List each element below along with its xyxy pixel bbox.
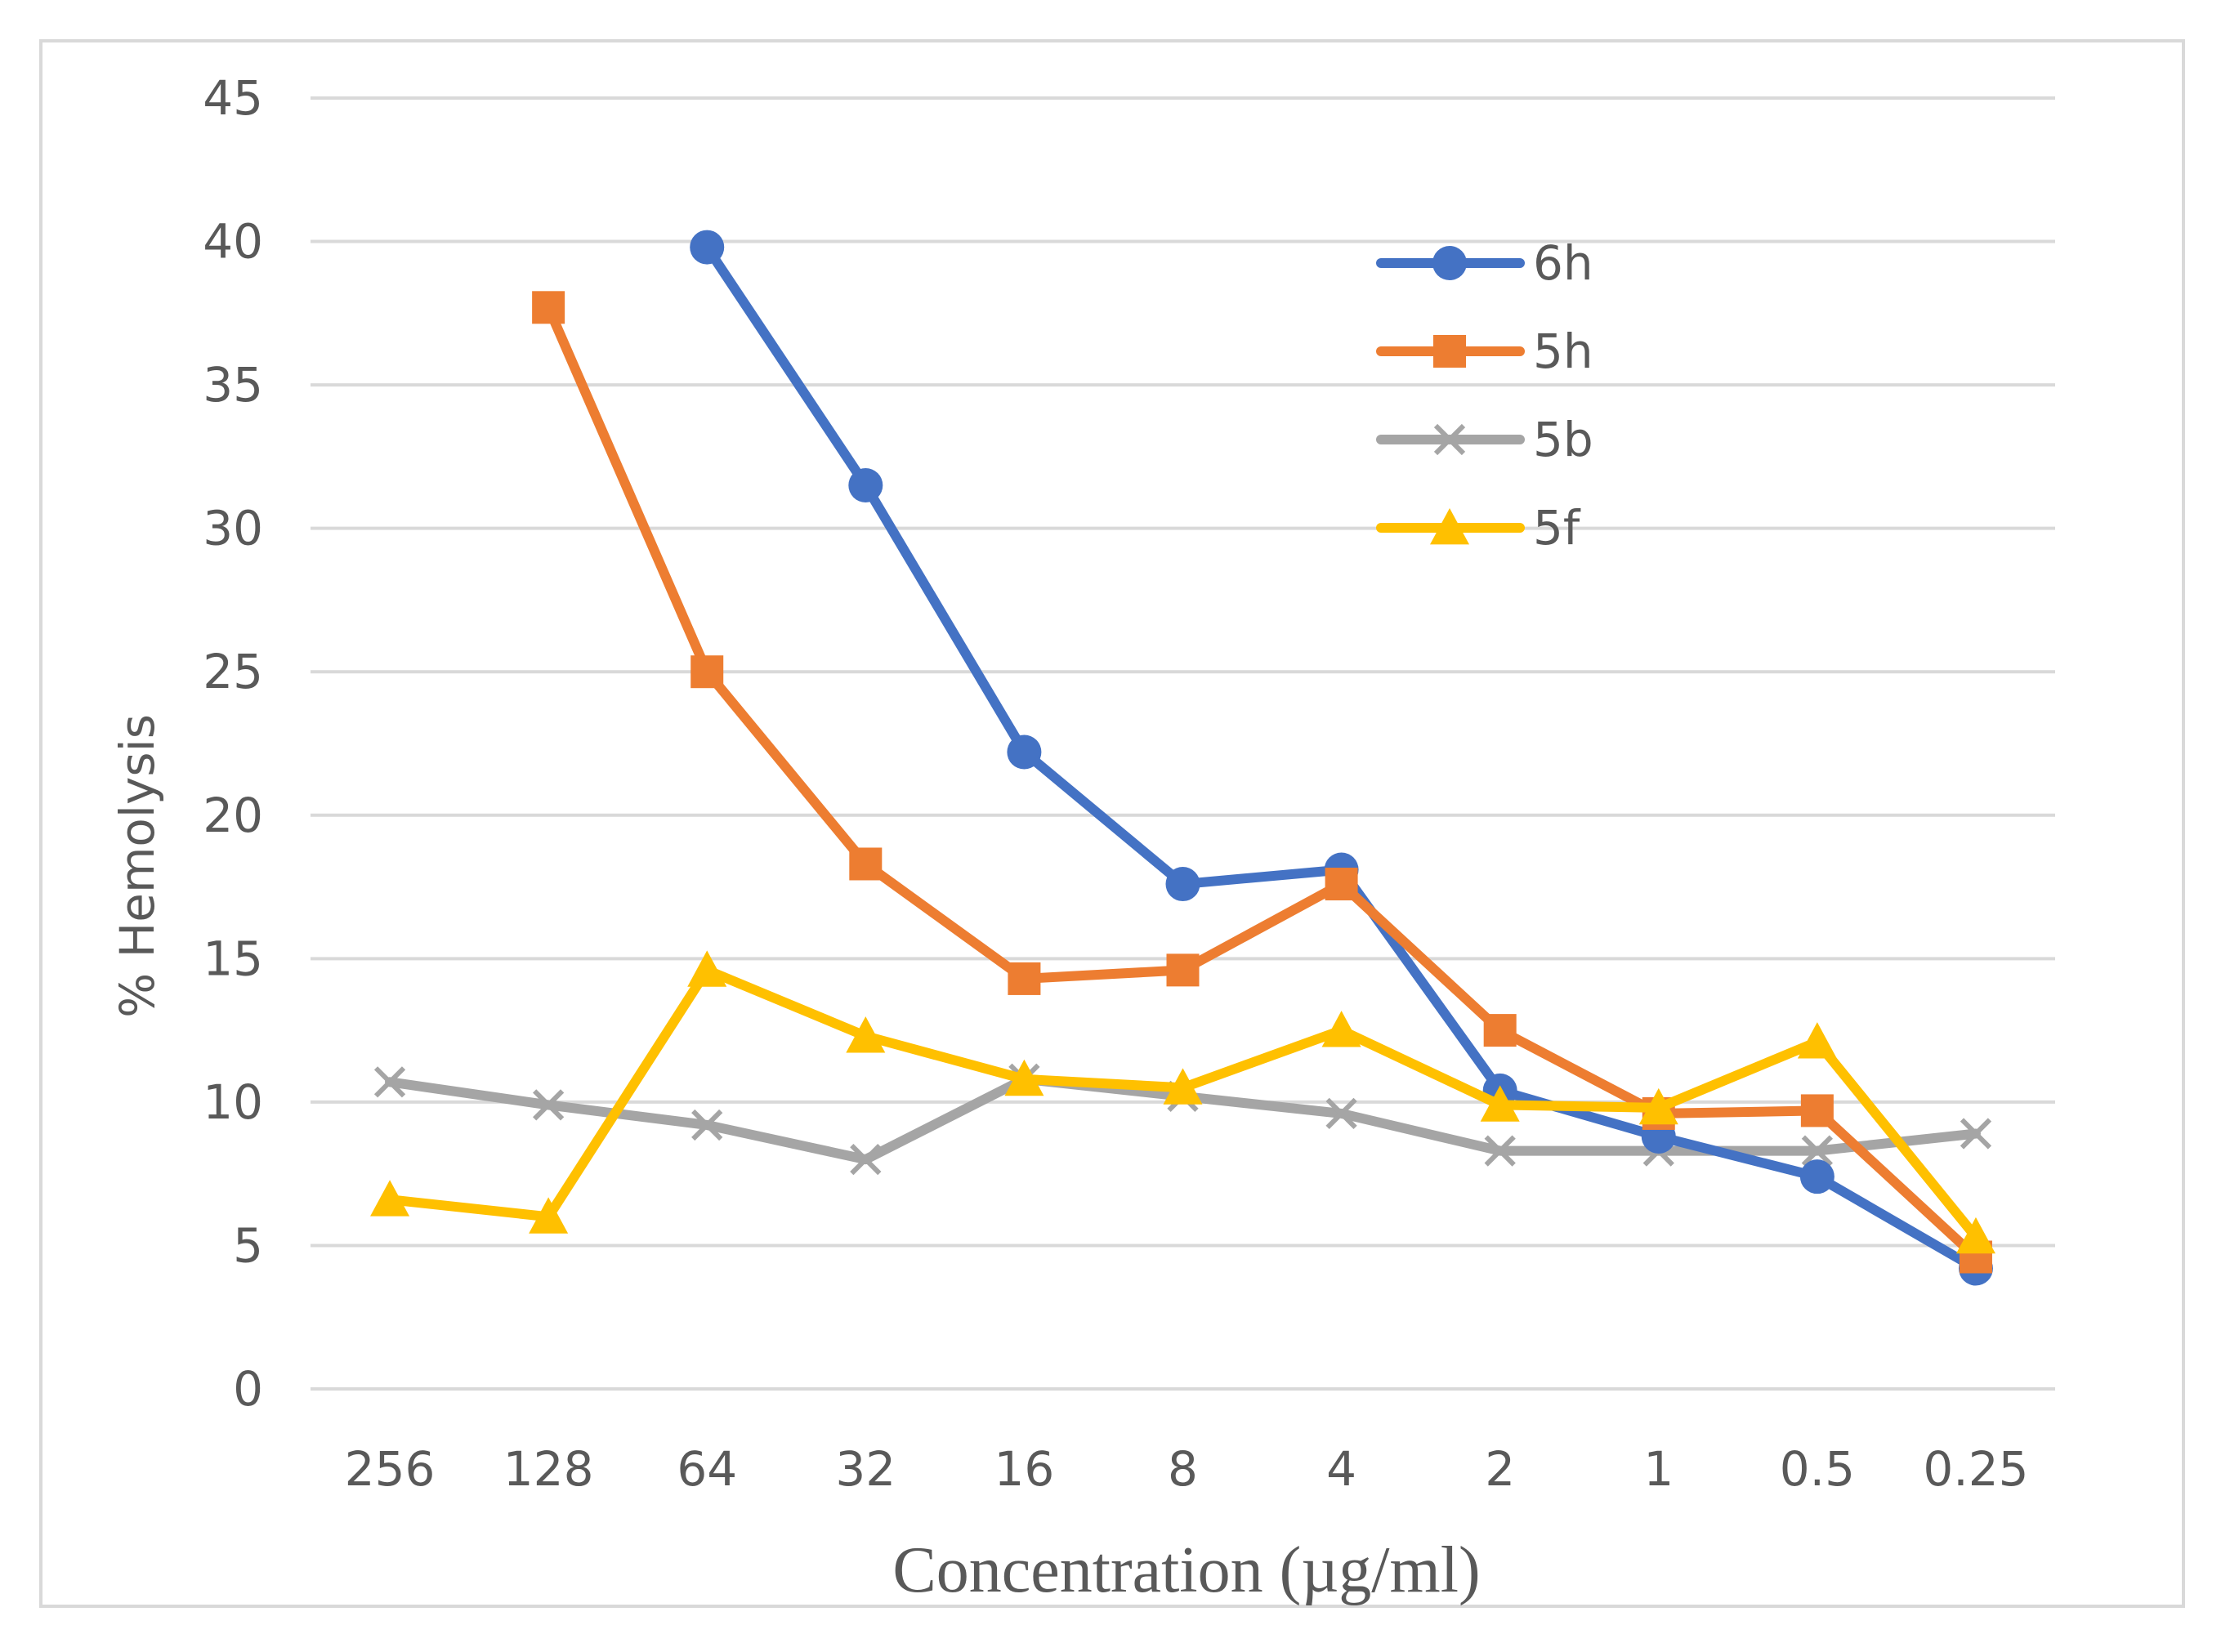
data-point-5b [1325,1097,1357,1130]
data-point-5h [690,655,724,689]
x-tick-label: 32 [835,1441,896,1497]
series-5f [370,950,1995,1254]
legend-item-5f: 5f [1376,500,1581,556]
legend-marker-5h [1433,335,1466,368]
data-point-5f [1797,1022,1837,1059]
data-point-5f [1955,1217,1995,1254]
legend-marker-5b [1433,423,1466,456]
x-tick-label: 8 [1168,1441,1198,1497]
data-point-6h [690,230,725,265]
y-tick-label: 35 [203,357,263,413]
data-point-5b [850,1143,882,1176]
series-line-5h [543,302,1981,1262]
x-tick-label: 1 [1643,1441,1674,1497]
legend-label: 5h [1533,324,1593,379]
data-point-5f [687,950,727,987]
x-tick-label: 4 [1326,1441,1356,1497]
data-point-5b [1484,1135,1516,1167]
x-tick-label: 64 [677,1441,737,1497]
x-tick-label: 16 [994,1441,1055,1497]
y-axis-ticks: 0 5 10 15 20 25 30 35 40 45 [203,70,263,1417]
gridlines [311,96,2055,1391]
plot-series [370,230,1995,1286]
y-tick-label: 15 [203,931,263,986]
data-point-5h [1483,1014,1517,1047]
legend-marker-5f [1430,508,1469,545]
data-point-5b [533,1089,565,1121]
legend-item-5h: 5h [1376,324,1593,379]
legend-label: 5f [1533,500,1581,556]
data-point-6h [1165,867,1200,902]
y-tick-label: 30 [203,501,263,556]
data-point-6h [848,468,883,502]
y-tick-label: 40 [203,214,263,270]
data-point-5b [691,1109,723,1141]
data-point-5b [1960,1118,1992,1150]
legend-label: 6h [1533,235,1593,291]
data-point-5f [1638,1087,1678,1125]
x-tick-label: 128 [503,1441,594,1497]
legend-label: 5b [1533,412,1593,467]
series-5h [532,291,1992,1274]
data-point-5h [532,291,565,324]
x-tick-label: 0.5 [1780,1441,1855,1497]
legend-item-5b: 5b [1376,412,1593,467]
data-point-5f [529,1197,569,1234]
y-axis-title: % Hemolysis [109,714,165,1018]
legend-marker-6h [1432,246,1467,280]
legend-item-6h: 6h [1376,235,1593,291]
series-6h [690,230,1993,1286]
y-tick-label: 20 [203,788,263,843]
data-point-6h [1799,1159,1835,1194]
y-tick-label: 45 [203,70,263,126]
data-point-5b [1801,1135,1833,1167]
data-point-5h [1008,962,1041,995]
x-tick-label: 2 [1485,1441,1515,1497]
data-point-5b [373,1066,406,1098]
data-point-5h [1325,868,1358,901]
data-point-6h [1007,734,1042,770]
data-point-5f [1480,1085,1520,1122]
data-point-5f [846,1016,886,1053]
data-point-5h [849,847,883,881]
x-tick-label: 256 [345,1441,436,1497]
y-tick-label: 25 [203,644,263,699]
data-point-5h [1800,1094,1834,1127]
y-tick-label: 10 [203,1074,263,1130]
legend: 6h 5h 5b 5f [1376,235,1593,556]
data-point-5f [1163,1068,1203,1105]
y-tick-label: 5 [233,1217,263,1273]
x-tick-label: 0.25 [1923,1441,2028,1497]
data-point-5f [1321,1011,1361,1047]
x-axis-title: Concentration (µg/ml) [892,1534,1480,1606]
data-point-5f [370,1180,410,1217]
y-tick-label: 0 [233,1361,263,1417]
data-point-5h [1166,953,1200,987]
x-axis-ticks: 256 128 64 32 16 8 4 2 1 0.5 0.25 [345,1441,2029,1497]
data-point-5f [1004,1059,1044,1096]
